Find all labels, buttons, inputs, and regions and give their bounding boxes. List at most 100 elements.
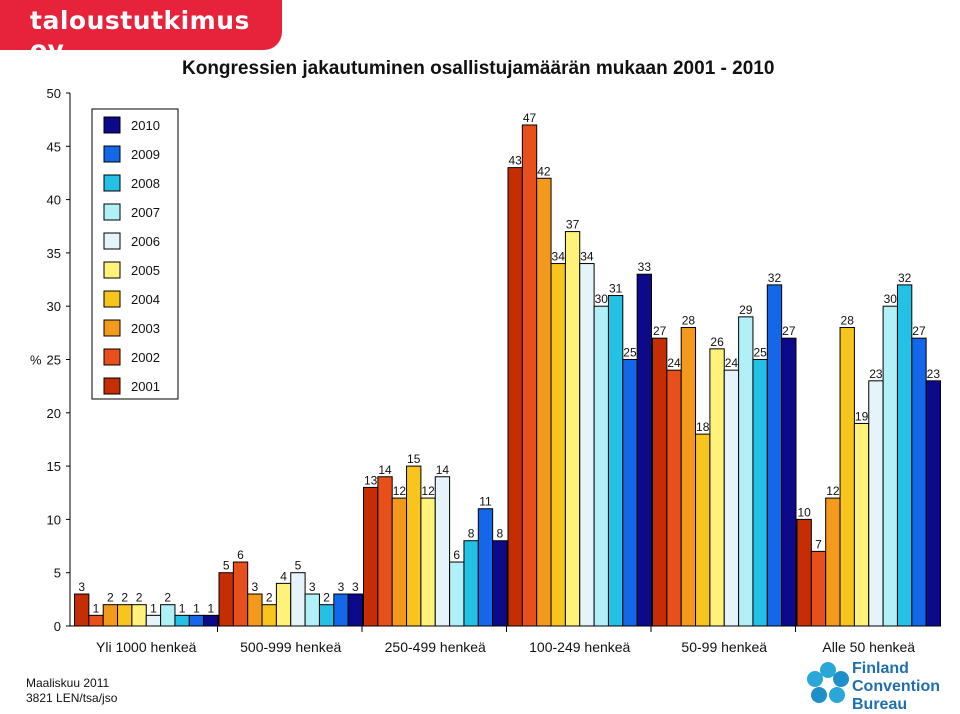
data-label: 15 [407,452,421,466]
data-label: 2 [121,591,128,605]
legend-swatch [103,319,121,337]
data-label: 19 [855,409,869,423]
bar [636,273,653,627]
bar [853,422,870,627]
legend-swatch [103,145,121,163]
bar [550,263,566,627]
data-label: 27 [653,324,667,338]
brand-name: taloustutkimus oy [30,6,250,64]
data-label: 1 [193,601,200,615]
data-label: 8 [468,527,475,541]
bar [536,177,552,627]
bar [247,593,263,627]
data-label: 4 [280,569,287,583]
data-label: 24 [725,356,739,370]
bar [666,369,682,627]
data-label: 3 [309,580,316,594]
bar [102,604,119,627]
data-label: 32 [768,271,782,285]
category-label: 250-499 henkeä [385,639,486,655]
bar [74,593,90,627]
data-label: 10 [797,505,811,519]
bar [492,540,508,627]
data-label: 34 [552,250,566,264]
legend-label: 2001 [131,379,160,394]
brand-banner: taloustutkimus oy [0,0,282,64]
finland-convention-bureau-logo: Finland Convention Bureau [807,660,940,713]
logo-flower-icon [807,662,849,703]
bar [507,167,523,627]
legend-swatch [103,232,121,250]
data-label: 26 [710,335,724,349]
bar [925,380,942,627]
data-label: 1 [179,601,186,615]
bar [188,614,205,627]
chart-legend: 2010 2009 2008 2007 2006 2005 2004 2003 2002 2001 [91,108,179,400]
bar [564,231,581,627]
legend-swatch [103,348,121,366]
legend-label: 2008 [131,176,160,191]
y-tick-label: 0 [54,619,61,634]
data-label: 27 [912,324,926,338]
data-label: 12 [826,484,840,498]
bar [825,497,841,627]
y-tick-label: 20 [47,406,61,421]
bar [463,540,479,627]
bar [88,614,104,627]
data-label: 5 [223,559,230,573]
bar [868,380,884,627]
data-label: 2 [323,591,330,605]
y-tick-label: 5 [54,566,61,581]
data-label: 7 [815,537,822,551]
data-label: 18 [696,420,710,434]
y-tick-label: 35 [47,246,61,261]
y-tick-label: 30 [47,299,61,314]
legend-label: 2003 [131,321,160,336]
bar [218,572,234,627]
data-label: 34 [580,250,594,264]
bar [680,327,697,627]
data-label: 27 [782,324,796,338]
logo-line-3: Bureau [852,696,907,713]
footer-info: Maaliskuu 2011 3821 LEN/tsa/jso [26,676,117,706]
bar [766,284,783,627]
bar [377,476,393,627]
bar [695,433,711,627]
category-label: 50-99 henkeä [681,639,767,655]
bar [275,582,292,627]
data-label: 28 [682,314,696,328]
category-label: Yli 1000 henkeä [96,639,197,655]
bar [579,263,595,627]
data-label: 6 [237,548,244,562]
data-label: 23 [869,367,883,381]
data-label: 3 [78,580,85,594]
y-axis-label: % [30,353,42,368]
bar [117,604,133,627]
data-label: 33 [638,260,652,274]
legend-label: 2010 [131,118,160,133]
legend-label: 2005 [131,263,160,278]
data-label: 42 [537,164,551,178]
data-label: 31 [609,282,623,296]
logo-line-2: Convention [852,678,940,695]
bar [709,348,725,627]
bar [160,604,176,627]
data-label: 2 [107,591,114,605]
legend-swatch [103,290,121,308]
data-label: 3 [252,580,259,594]
bar [145,614,162,627]
bar [131,604,147,627]
bar [232,561,249,627]
logo-line-1: Finland [852,660,909,677]
data-label: 32 [898,271,912,285]
bar [304,593,320,627]
y-tick-label: 50 [47,86,61,101]
y-tick-label: 10 [47,512,61,527]
category-label: 500-999 henkeä [240,639,341,655]
data-label: 2 [136,591,143,605]
bar [521,124,538,627]
bar [290,572,306,627]
chart-title: Kongressien jakautuminen osallistujamäär… [182,58,775,79]
legend-label: 2002 [131,350,160,365]
